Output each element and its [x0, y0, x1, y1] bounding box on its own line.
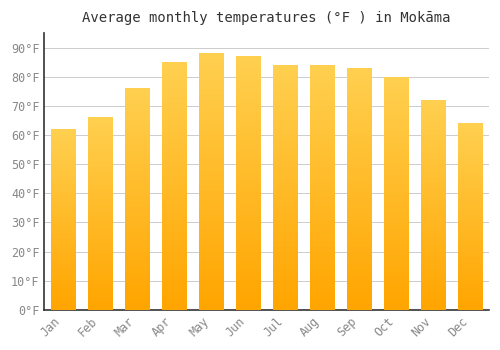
Title: Average monthly temperatures (°F ) in Mokāma: Average monthly temperatures (°F ) in Mo… — [82, 11, 451, 25]
